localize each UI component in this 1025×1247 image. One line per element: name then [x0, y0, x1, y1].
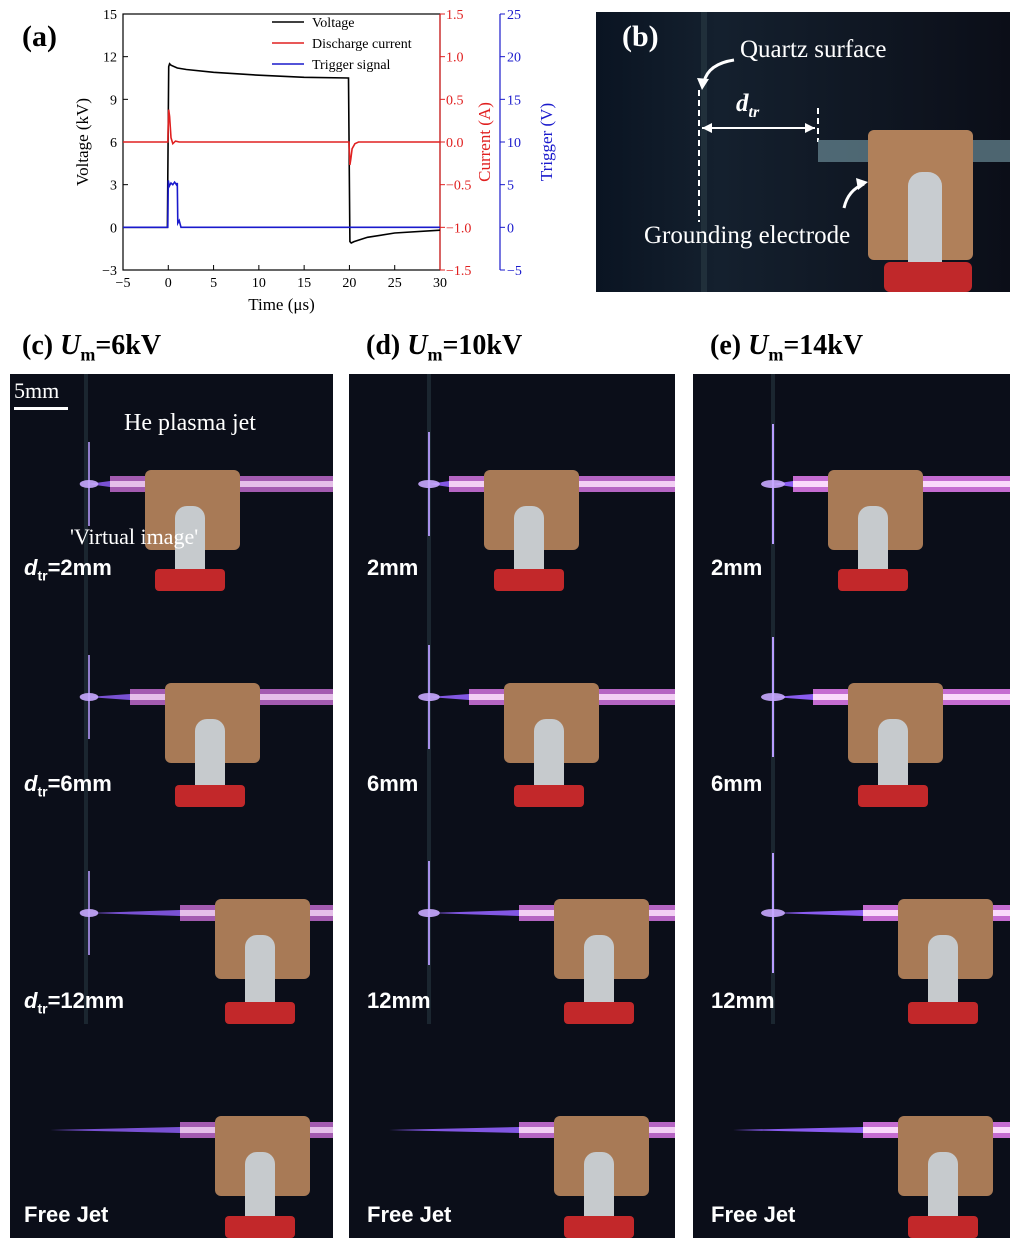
photo-d-row-2: 6mm	[349, 591, 675, 807]
photo-c-row-2: dtr=6mm	[10, 591, 333, 807]
row-label-c-4: Free Jet	[24, 1202, 109, 1227]
row-label-c-1: dtr=2mm	[24, 555, 112, 584]
current-tick-label: 1.5	[446, 8, 464, 23]
current-tick-label: −1.5	[446, 264, 471, 279]
x-tick-label: 10	[252, 276, 266, 291]
trigger-tick-label: 10	[507, 136, 521, 151]
panel-label-a: (a)	[22, 20, 57, 53]
current-tick-label: 1.0	[446, 51, 464, 66]
photo-e-row-4: Free Jet	[693, 1024, 1010, 1238]
x-tick-label: 30	[433, 276, 447, 291]
photo-d-row-3-drawing	[349, 807, 675, 1024]
dtr-label: dtr	[736, 90, 760, 121]
scale-bar-label: 5mm	[14, 378, 60, 403]
photo-e-row-3: 12mm	[693, 807, 1010, 1024]
trigger-tick-label: −5	[507, 264, 522, 279]
x-axis-label: Time (μs)	[248, 295, 315, 314]
row-label-e-4: Free Jet	[711, 1202, 796, 1227]
photo-d-row-1: 2mm	[349, 374, 675, 591]
row-label-d-3: 12mm	[367, 988, 431, 1013]
quartz-surface-line	[701, 12, 707, 292]
he-plasma-jet-label: He plasma jet	[124, 410, 256, 436]
grounding-electrode-label: Grounding electrode	[644, 222, 851, 249]
voltage-tick-label: 6	[110, 136, 117, 151]
panel-label-b: (b)	[622, 20, 659, 53]
trigger-tick-label: 5	[507, 179, 514, 194]
trigger-tick-label: 20	[507, 51, 521, 66]
column-header-d: (d) Um=10kV	[366, 330, 523, 365]
photo-d-row-4: Free Jet	[349, 1024, 675, 1238]
current-tick-label: −0.5	[446, 179, 471, 194]
red-clip-base	[884, 262, 972, 292]
photo-d-row-3: 12mm	[349, 807, 675, 1024]
x-tick-label: −5	[116, 276, 131, 291]
column-header-c: (c) Um=6kV	[22, 330, 162, 365]
photo-e-row-3-drawing	[693, 807, 1010, 1024]
quartz-surface-label: Quartz surface	[740, 36, 887, 63]
current-tick-label: −1.0	[446, 221, 471, 236]
column-header-e: (e) Um=14kV	[710, 330, 864, 365]
row-label-d-4: Free Jet	[367, 1202, 452, 1227]
photo-c-row-2-drawing	[10, 591, 333, 807]
photo-d-row-2-drawing	[349, 591, 675, 807]
row-label-d-1: 2mm	[367, 555, 419, 580]
photo-d-row-1-drawing	[349, 374, 675, 591]
x-tick-label: 15	[297, 276, 311, 291]
voltage-tick-label: 0	[110, 221, 117, 236]
x-tick-label: 5	[210, 276, 217, 291]
legend-label: Voltage	[312, 16, 355, 31]
voltage-tick-label: 3	[110, 179, 117, 194]
electrode-pointer-arrowhead	[856, 178, 868, 190]
series-line-voltage	[123, 62, 441, 244]
legend-label: Discharge current	[312, 37, 412, 52]
photo-e-row-4-drawing	[693, 1024, 1010, 1238]
voltage-tick-label: 9	[110, 93, 117, 108]
x-tick-label: 0	[165, 276, 172, 291]
trigger-tick-label: 0	[507, 221, 514, 236]
current-axis-label: Current (A)	[475, 102, 494, 182]
quartz-pointer-arrowhead	[697, 78, 709, 90]
virtual-image-label: 'Virtual image'	[70, 524, 199, 549]
photo-c-row-4-drawing	[10, 1024, 333, 1238]
photo-c-row-3-drawing	[10, 807, 333, 1024]
photo-c-row-3: dtr=12mm	[10, 807, 333, 1024]
row-label-e-2: 6mm	[711, 771, 763, 796]
series-line-discharge-current	[123, 109, 440, 166]
photo-e-row-2: 6mm	[693, 591, 1010, 807]
waveform-chart: −5 0 5 10 15 20 25 30 Time (μs) −3 0 3 6 9 12 15 Voltage…	[60, 0, 580, 320]
photo-e-row-1: 2mm	[693, 374, 1010, 591]
row-label-e-1: 2mm	[711, 555, 763, 580]
x-tick-label: 20	[342, 276, 356, 291]
photo-d-row-4-drawing	[349, 1024, 675, 1238]
photo-e-row-1-drawing	[693, 374, 1010, 591]
voltage-tick-label: 15	[103, 8, 117, 23]
current-tick-label: 0.0	[446, 136, 464, 151]
photo-c-row-4: Free Jet	[10, 1024, 333, 1238]
voltage-tick-label: 12	[103, 51, 117, 66]
row-label-e-3: 12mm	[711, 988, 775, 1013]
electrode-clip	[908, 172, 942, 282]
trigger-axis-label: Trigger (V)	[537, 103, 556, 181]
dtr-arrowhead-left	[702, 123, 712, 133]
photo-e-row-2-drawing	[693, 591, 1010, 807]
series-line-trigger-signal	[123, 180, 440, 229]
dtr-arrowhead-right	[805, 123, 815, 133]
waveform-chart-svg: −5 0 5 10 15 20 25 30 Time (μs) −3 0 3 6 9 12 15 Voltage…	[73, 8, 556, 314]
row-label-c-2: dtr=6mm	[24, 771, 112, 800]
row-label-d-2: 6mm	[367, 771, 419, 796]
photo-c-row-1-drawing	[10, 374, 333, 591]
legend-label: Trigger signal	[312, 58, 391, 73]
trigger-tick-label: 15	[507, 93, 521, 108]
photo-c-row-1: dtr=2mm	[10, 374, 333, 591]
trigger-tick-label: 25	[507, 8, 521, 23]
x-tick-label: 25	[388, 276, 402, 291]
voltage-tick-label: −3	[102, 264, 117, 279]
scale-bar	[14, 407, 68, 410]
photo-panel-b: Quartz surface dtr Grounding electrode	[596, 12, 1010, 292]
current-tick-label: 0.5	[446, 93, 464, 108]
photo-b-drawing	[596, 12, 1010, 292]
row-label-c-3: dtr=12mm	[24, 988, 125, 1017]
voltage-axis-label: Voltage (kV)	[73, 98, 92, 186]
